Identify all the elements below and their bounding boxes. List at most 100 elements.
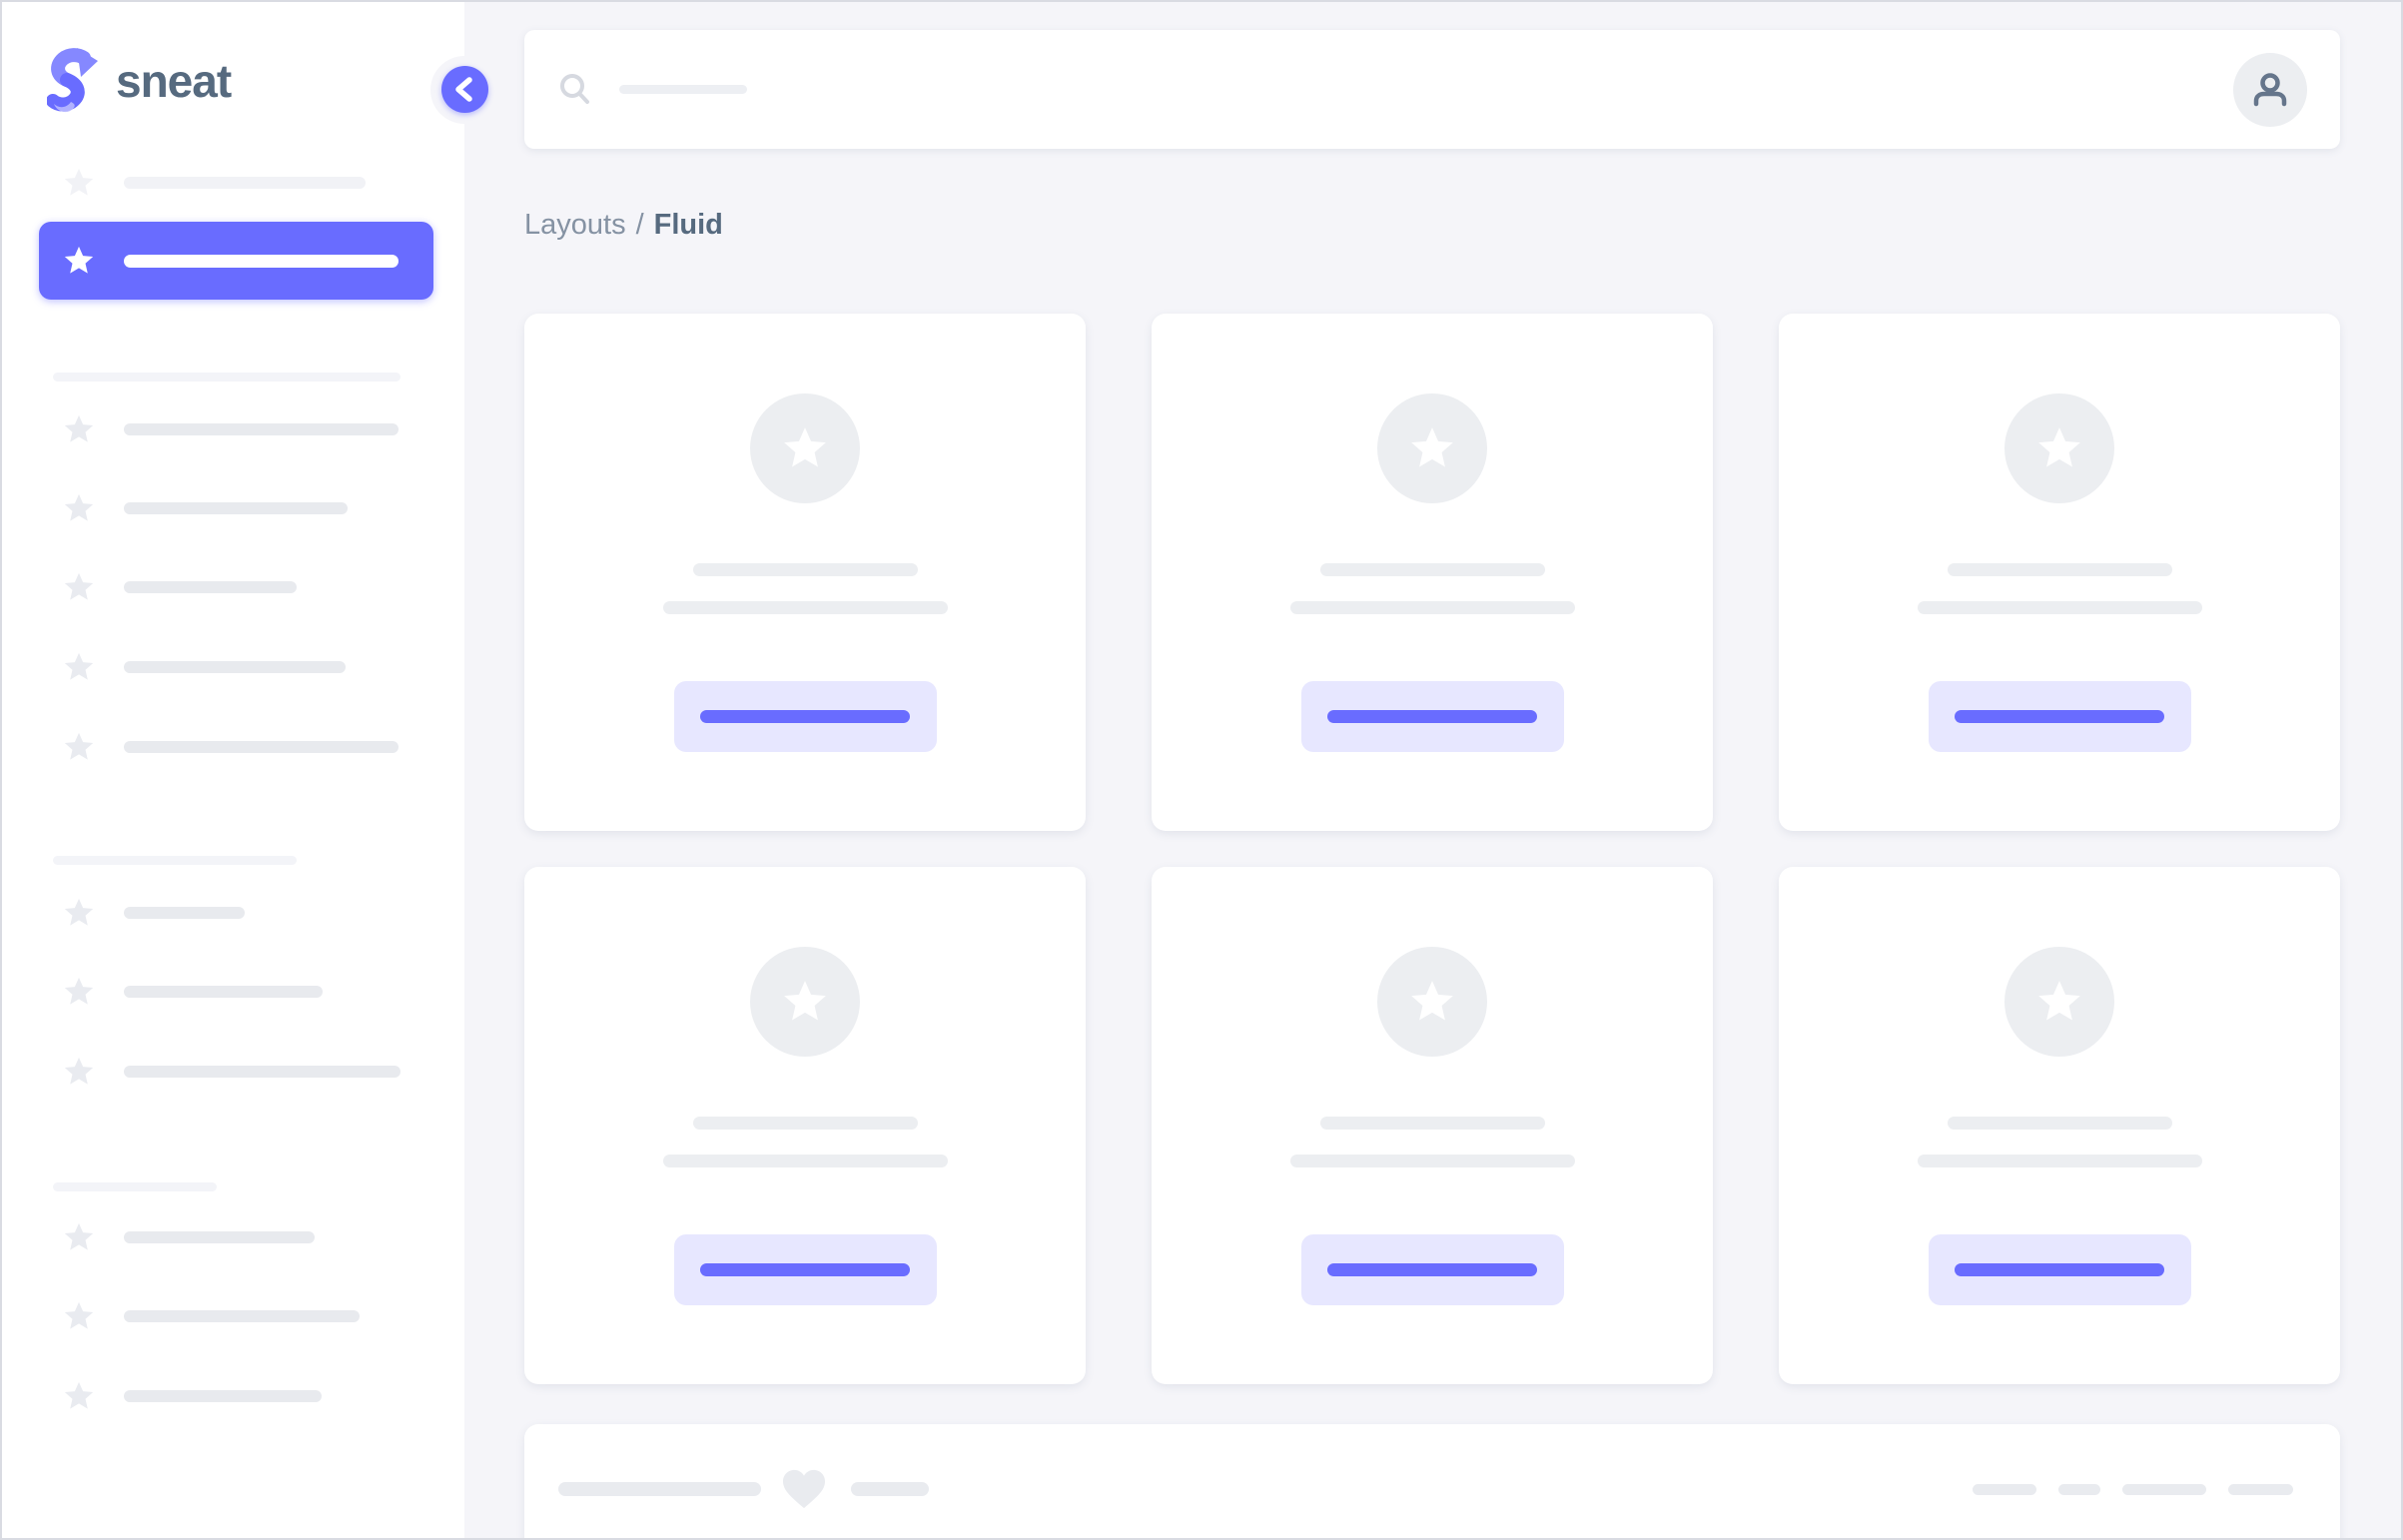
card-button[interactable] [1928,681,2191,752]
card-button[interactable] [1300,1234,1564,1305]
menu-label-placeholder [124,502,348,514]
text-line-placeholder [1947,563,2172,576]
text-line-placeholder [662,1155,948,1167]
brand[interactable]: sneat [47,46,232,116]
search-bar-card [524,30,2340,149]
card-grid [524,314,2340,1384]
card-avatar [2004,947,2114,1057]
text-line-placeholder [692,1117,918,1130]
sidebar-item[interactable] [2,156,464,210]
menu-label-placeholder [124,581,297,593]
star-icon [64,1381,94,1409]
breadcrumb-parent[interactable]: Layouts [524,209,626,241]
breadcrumb-current: Fluid [653,209,723,241]
user-icon [2253,72,2287,106]
star-icon [1411,427,1453,467]
pagination-bar-placeholder [1973,1483,2036,1495]
sidebar-collapse-button[interactable] [441,66,488,113]
card-avatar [750,393,860,503]
pagination-bar-placeholder [2058,1483,2100,1495]
card-avatar [1377,947,1487,1057]
star-icon [64,977,94,1005]
text-line-placeholder [1917,601,2202,614]
menu-section-placeholder [53,373,400,382]
menu-label-placeholder [124,1310,360,1322]
sidebar-item[interactable] [2,1369,464,1423]
sidebar-item[interactable] [2,1289,464,1343]
star-icon [64,168,94,196]
text-line-placeholder [662,601,948,614]
menu-section-placeholder [53,856,297,865]
menu-label-placeholder [124,254,399,268]
placeholder-card [524,867,1086,1384]
sidebar-item[interactable] [2,965,464,1019]
sidebar-item[interactable] [2,560,464,614]
star-icon [2038,981,2080,1021]
card-button[interactable] [1300,681,1564,752]
text-line-placeholder [1319,563,1545,576]
star-icon [1411,981,1453,1021]
star-icon [784,427,826,467]
menu-label-placeholder [124,741,399,753]
star-icon [64,1057,94,1085]
text-line-placeholder [1917,1155,2202,1167]
card-avatar [2004,393,2114,503]
brand-name: sneat [116,55,232,107]
card-button[interactable] [673,1234,937,1305]
button-label-placeholder [1955,1263,2164,1276]
text-line-placeholder [851,1482,929,1496]
star-icon [2038,427,2080,467]
bottom-card-row [558,1468,2293,1510]
star-icon [64,246,94,274]
sneat-s-logo-icon [47,48,98,113]
chevron-left-icon [455,77,472,102]
main-content: Layouts / Fluid [464,2,2401,1538]
button-label-placeholder [700,1263,910,1276]
pagination-bar-placeholder [2228,1483,2293,1495]
button-label-placeholder [1327,1263,1537,1276]
heart-icon[interactable] [781,1468,827,1510]
button-label-placeholder [1955,710,2164,723]
sidebar-item[interactable] [2,720,464,774]
card-button[interactable] [1928,1234,2191,1305]
star-icon [64,898,94,926]
menu-section-placeholder [53,1182,217,1191]
star-icon [64,652,94,680]
search-input[interactable] [619,85,747,94]
menu-label-placeholder [124,986,323,998]
menu-label-placeholder [124,1390,322,1402]
menu-label-placeholder [124,907,245,919]
breadcrumb: Layouts / Fluid [524,207,2340,243]
star-icon [64,572,94,600]
card-avatar [1377,393,1487,503]
placeholder-card [1779,314,2340,831]
sidebar-item[interactable] [2,1045,464,1099]
menu-label-placeholder [124,1066,400,1078]
star-icon [64,414,94,442]
sidebar-item[interactable] [2,886,464,940]
text-line-placeholder [692,563,918,576]
card-button[interactable] [673,681,937,752]
sidebar-item[interactable] [2,402,464,456]
star-icon [64,493,94,521]
sidebar: sneat [2,2,464,1538]
sidebar-item[interactable] [2,481,464,535]
text-line-placeholder [1289,601,1575,614]
sidebar-item-active[interactable] [39,222,433,300]
star-icon [784,981,826,1021]
menu-label-placeholder [124,661,346,673]
button-label-placeholder [700,710,910,723]
placeholder-card [1152,314,1713,831]
text-line-placeholder [558,1482,761,1496]
avatar[interactable] [2233,52,2307,127]
placeholder-card [1152,867,1713,1384]
sidebar-item[interactable] [2,640,464,694]
search-icon [560,73,589,104]
sidebar-item[interactable] [2,1210,464,1264]
star-icon [64,732,94,760]
placeholder-card [1779,867,2340,1384]
menu-label-placeholder [124,1231,315,1243]
text-line-placeholder [1947,1117,2172,1130]
button-label-placeholder [1327,710,1537,723]
